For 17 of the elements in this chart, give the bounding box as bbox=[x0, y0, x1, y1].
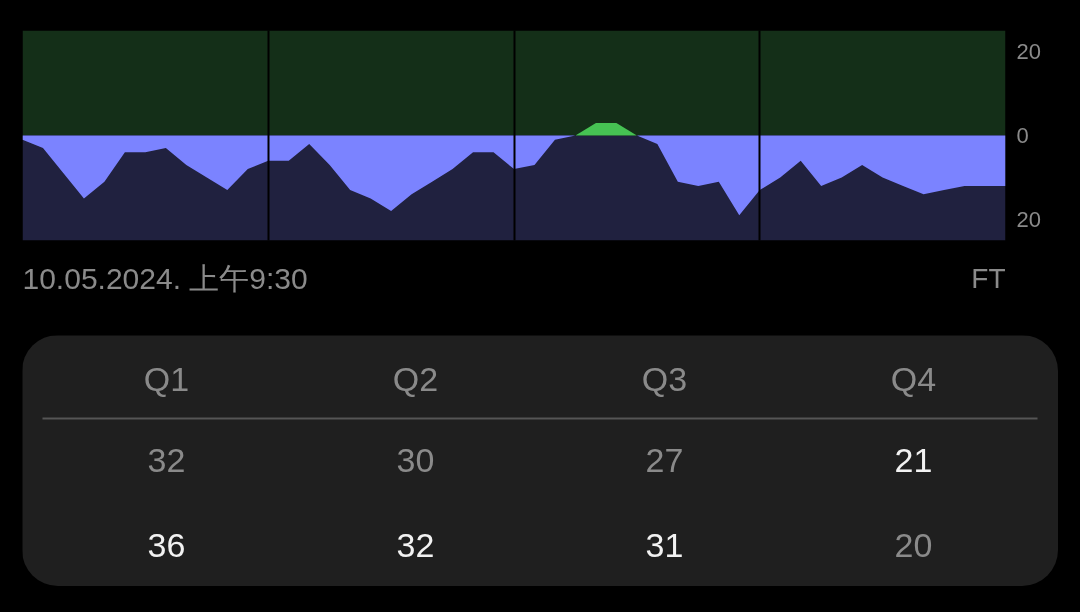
data-label: 27 bbox=[645, 441, 684, 479]
category-label: Q2 bbox=[392, 359, 439, 398]
y-tick-label: 20 bbox=[1016, 39, 1041, 64]
y-tick-label: 0 bbox=[1016, 123, 1029, 148]
text: FT bbox=[971, 263, 1006, 294]
data-label: 31 bbox=[645, 526, 684, 564]
category-label: Q3 bbox=[641, 359, 688, 398]
data-label: 32 bbox=[147, 441, 186, 479]
y-tick-label: 20 bbox=[1016, 207, 1041, 232]
data-label: 21 bbox=[894, 441, 933, 479]
category-label: Q1 bbox=[143, 359, 190, 398]
data-label: 20 bbox=[894, 526, 933, 564]
category-label: Q4 bbox=[890, 359, 937, 398]
data-label: 32 bbox=[396, 526, 435, 564]
data-label: 36 bbox=[147, 526, 186, 564]
data-label: 30 bbox=[396, 441, 435, 479]
text: 10.05.2024. 上午9:30 bbox=[22, 262, 308, 295]
